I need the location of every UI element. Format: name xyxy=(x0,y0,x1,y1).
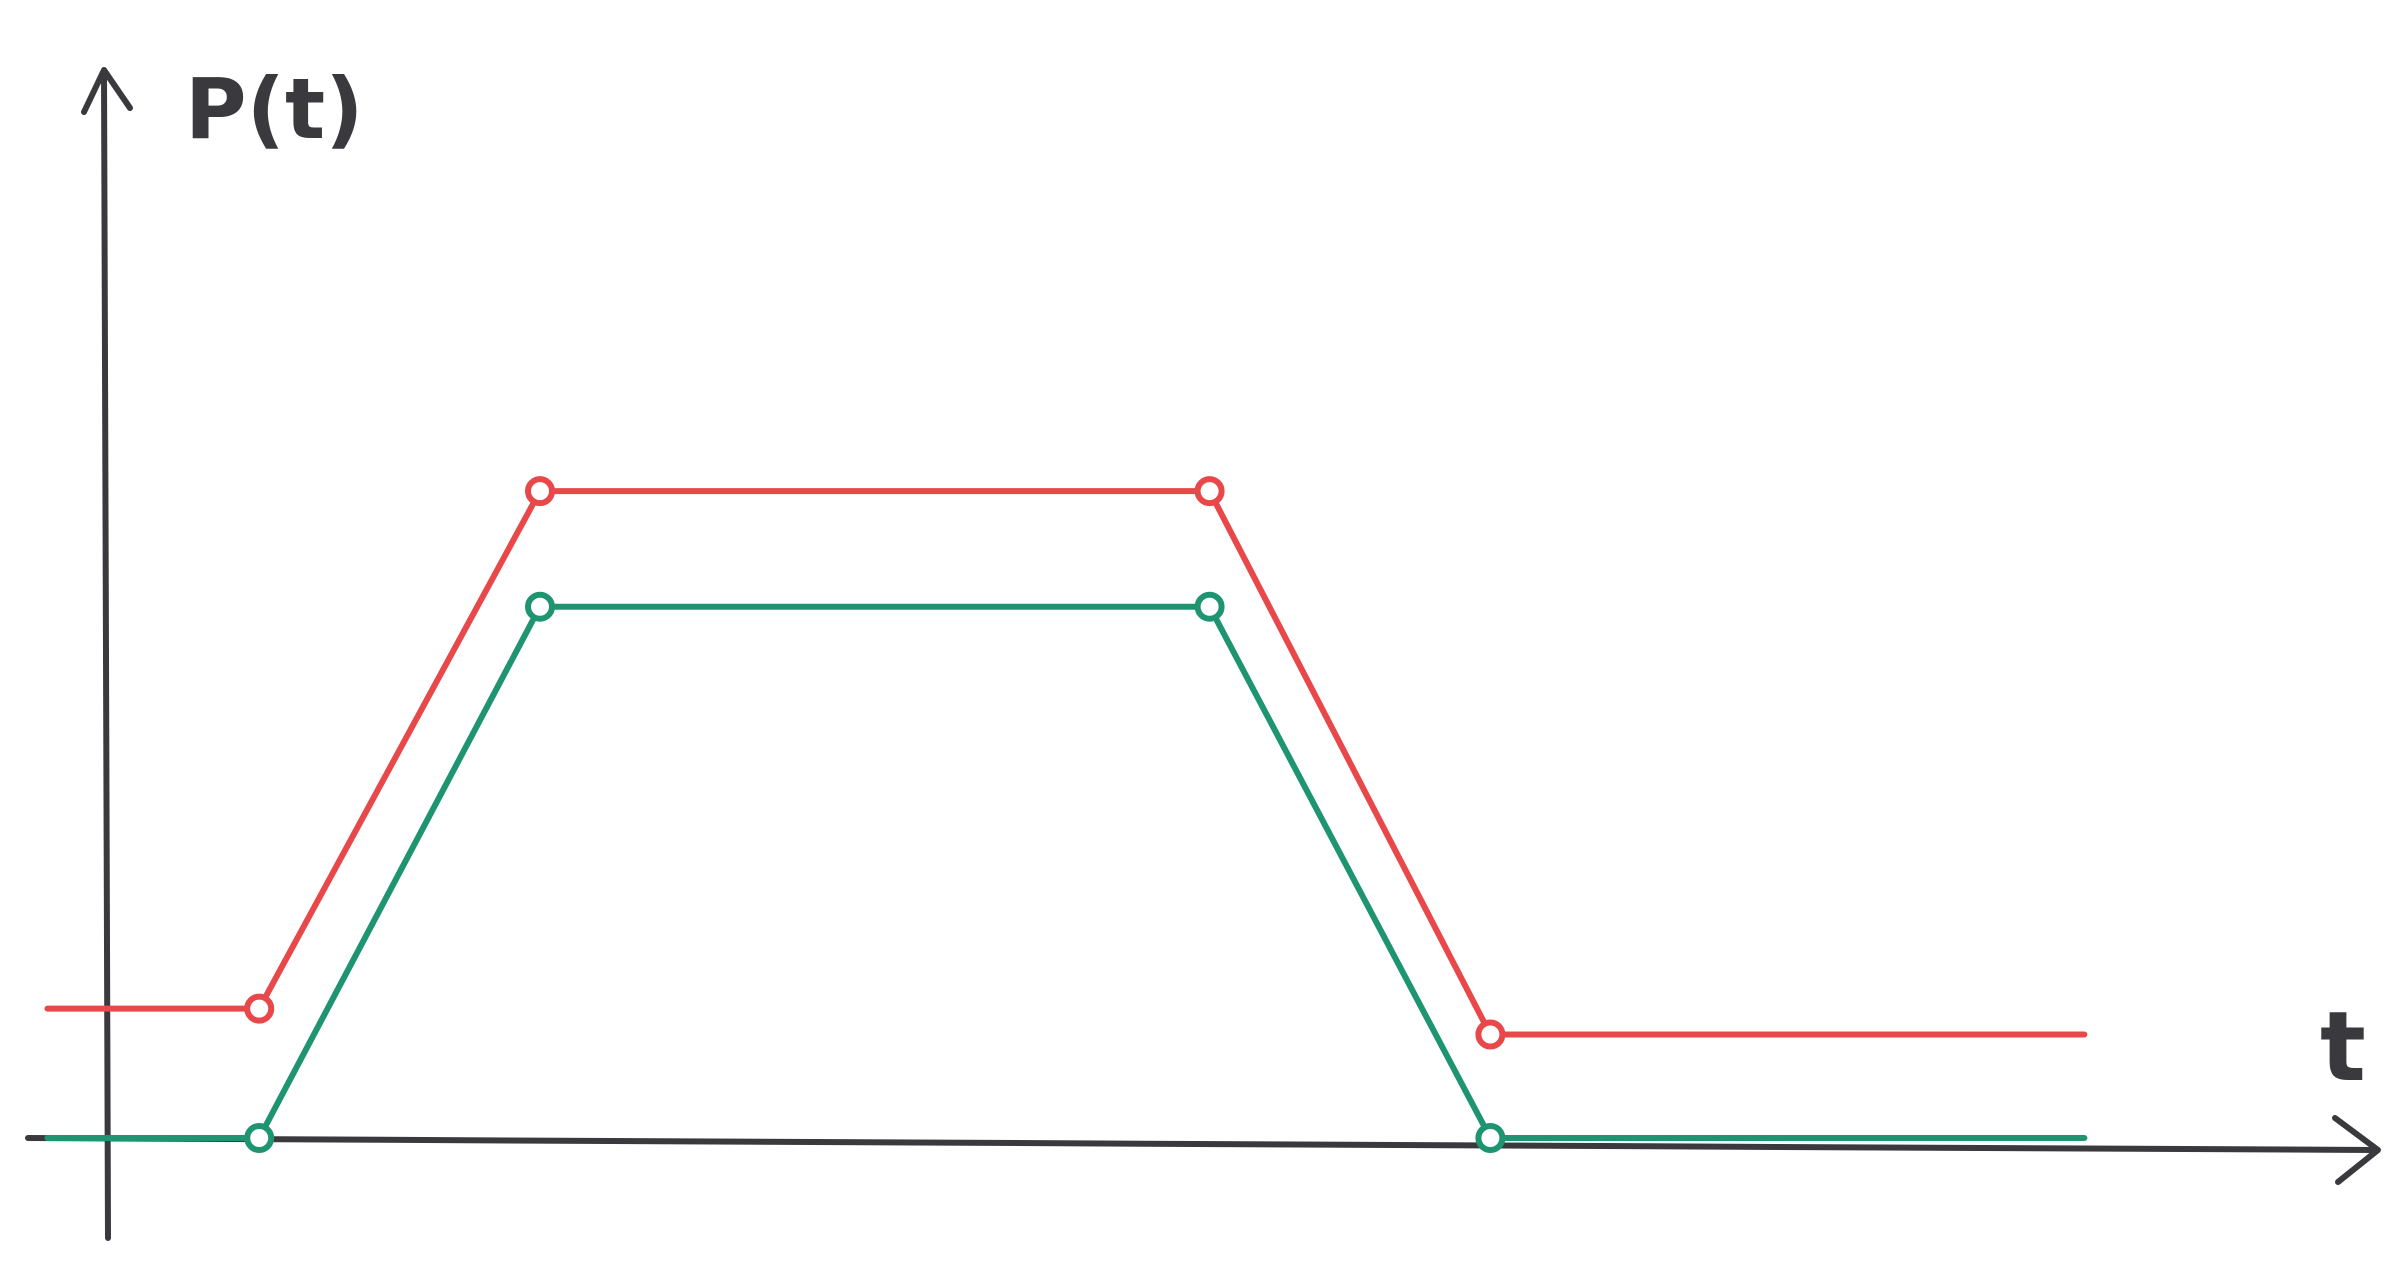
series-2-point-2 xyxy=(244,1123,275,1153)
x-axis-arrowhead xyxy=(2332,1115,2381,1185)
axes: P(t) t xyxy=(25,60,2381,1241)
series-2-line xyxy=(44,603,2088,1141)
y-axis-line xyxy=(101,69,111,1241)
series-1-line xyxy=(44,488,2088,1038)
x-axis-line xyxy=(25,1135,2378,1153)
series-1-point-2 xyxy=(244,993,275,1024)
series-1 xyxy=(44,476,2088,1050)
series-2 xyxy=(44,591,2088,1153)
series-layer xyxy=(44,476,2088,1153)
series-2-point-4 xyxy=(1194,591,1225,622)
y-axis-label: P(t) xyxy=(185,60,364,158)
y-axis-arrowhead xyxy=(81,67,133,115)
series-2-point-3 xyxy=(525,591,555,622)
series-1-point-3 xyxy=(525,476,555,507)
x-axis-label: t xyxy=(2320,991,2366,1103)
series-1-point-4 xyxy=(1194,476,1225,507)
series-2-point-5 xyxy=(1475,1123,1506,1153)
series-1-point-5 xyxy=(1475,1019,1506,1050)
